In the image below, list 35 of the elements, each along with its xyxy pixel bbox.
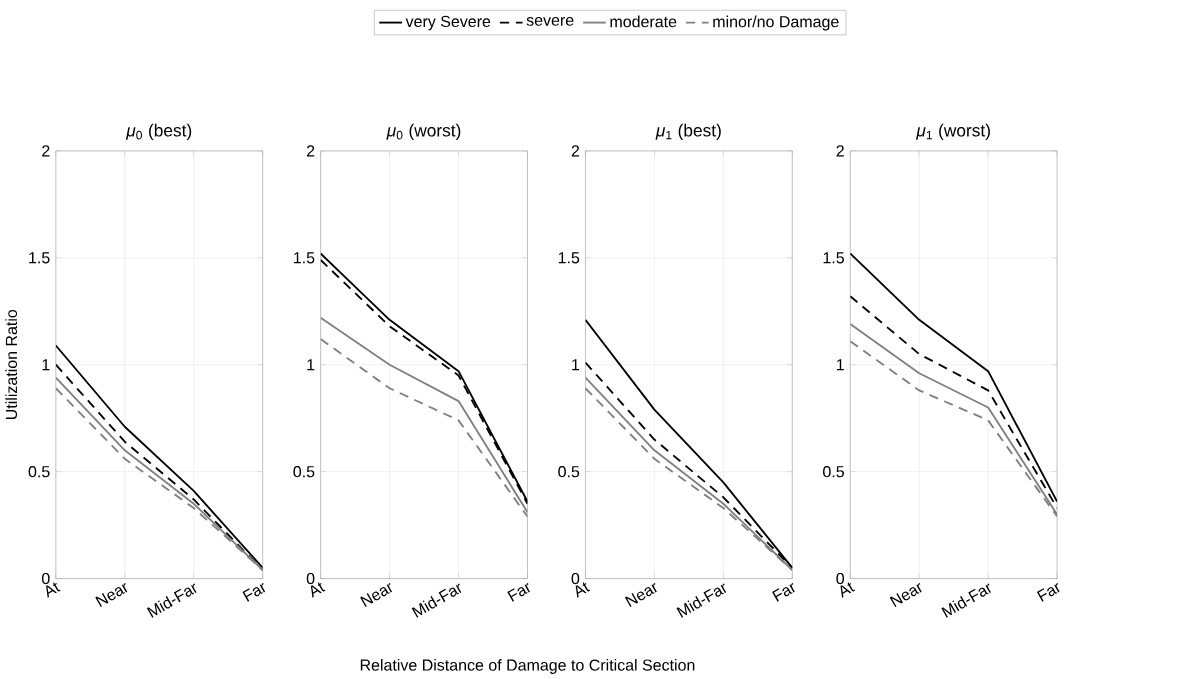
y-tick-label: 2 [42, 145, 50, 157]
y-tick-label: 2 [306, 145, 315, 157]
y-tick-label: 2 [571, 145, 580, 157]
chart-title: μ$_{0}$ (best) [125, 123, 192, 140]
y-tick-label: 0.5 [823, 465, 844, 478]
x-tick-label: Near [95, 582, 128, 607]
legend-label: very Severe [405, 15, 491, 31]
legend-label: severe [526, 16, 574, 26]
y-tick-label: 1 [572, 359, 580, 371]
legend-label: moderate [610, 15, 677, 28]
x-tick-label: Near [624, 582, 657, 607]
x-tick-label: Far [242, 582, 266, 602]
chart-title: μ$_{0}$ (worst) [386, 123, 461, 140]
x-tick-label: Far [1036, 582, 1060, 602]
y-tick-label: 1 [836, 359, 844, 371]
y-tick-label: 0.5 [558, 465, 580, 478]
y-tick-label: 1.5 [29, 252, 50, 264]
y-tick-label: 1 [307, 359, 315, 371]
y-tick-label: 0.5 [28, 465, 50, 478]
y-tick-label: 1.5 [558, 252, 580, 264]
chart-title: μ$_{1}$ (worst) [916, 123, 990, 140]
x-axis-title: Relative Distance of Damage to Critical Section [360, 658, 695, 674]
x-tick-label: Far [507, 582, 530, 602]
line-series [850, 252, 1058, 503]
x-tick-label: Near [889, 582, 922, 607]
y-tick-label: 0.5 [293, 465, 315, 478]
y-tick-label: 1.5 [823, 252, 844, 264]
y-tick-label: 2 [836, 145, 844, 157]
chart-title: μ$_{1}$ (best) [655, 123, 721, 140]
y-tick-label: 1.5 [294, 252, 315, 264]
legend-label: minor/no Damage [713, 15, 839, 31]
y-tick-label: 1 [42, 359, 50, 371]
x-tick-label: Far [772, 582, 795, 602]
y-axis-title: Utilization Ratio [5, 309, 18, 419]
x-tick-label: Near [360, 582, 393, 607]
